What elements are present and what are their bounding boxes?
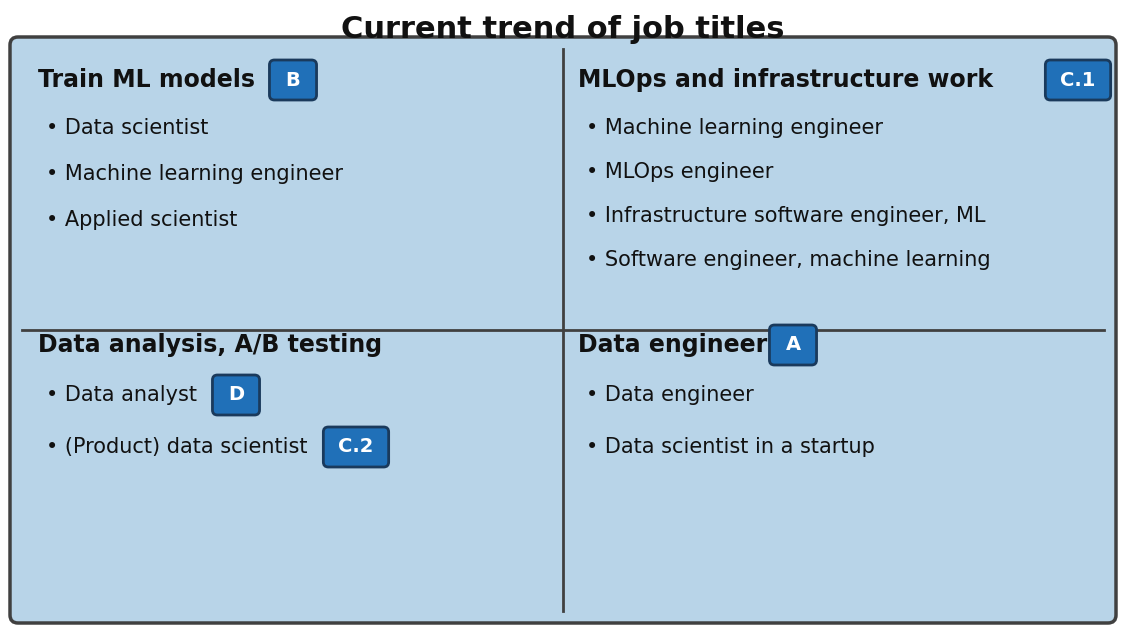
FancyBboxPatch shape bbox=[1045, 60, 1110, 100]
Text: D: D bbox=[227, 385, 244, 404]
Text: Current trend of job titles: Current trend of job titles bbox=[341, 15, 785, 44]
Text: • Applied scientist: • Applied scientist bbox=[46, 210, 238, 230]
FancyBboxPatch shape bbox=[213, 375, 260, 415]
Text: • Data scientist in a startup: • Data scientist in a startup bbox=[586, 437, 875, 457]
Text: B: B bbox=[286, 70, 301, 89]
Text: • Data scientist: • Data scientist bbox=[46, 118, 208, 138]
Text: • Machine learning engineer: • Machine learning engineer bbox=[586, 118, 883, 138]
Text: • Data engineer: • Data engineer bbox=[586, 385, 753, 405]
Text: Data engineering: Data engineering bbox=[578, 333, 810, 357]
Text: Data analysis, A/B testing: Data analysis, A/B testing bbox=[38, 333, 382, 357]
Text: • Software engineer, machine learning: • Software engineer, machine learning bbox=[586, 250, 991, 270]
FancyBboxPatch shape bbox=[323, 427, 388, 467]
FancyBboxPatch shape bbox=[269, 60, 316, 100]
Text: • Infrastructure software engineer, ML: • Infrastructure software engineer, ML bbox=[586, 206, 985, 226]
Text: • Data analyst: • Data analyst bbox=[46, 385, 197, 405]
Text: • Machine learning engineer: • Machine learning engineer bbox=[46, 164, 343, 184]
Text: C.1: C.1 bbox=[1061, 70, 1096, 89]
Text: • (Product) data scientist: • (Product) data scientist bbox=[46, 437, 307, 457]
Text: Train ML models: Train ML models bbox=[38, 68, 254, 92]
FancyBboxPatch shape bbox=[769, 325, 816, 365]
Text: MLOps and infrastructure work: MLOps and infrastructure work bbox=[578, 68, 993, 92]
Text: A: A bbox=[786, 335, 801, 354]
Text: C.2: C.2 bbox=[338, 437, 374, 456]
Text: • MLOps engineer: • MLOps engineer bbox=[586, 162, 774, 182]
FancyBboxPatch shape bbox=[10, 37, 1116, 623]
